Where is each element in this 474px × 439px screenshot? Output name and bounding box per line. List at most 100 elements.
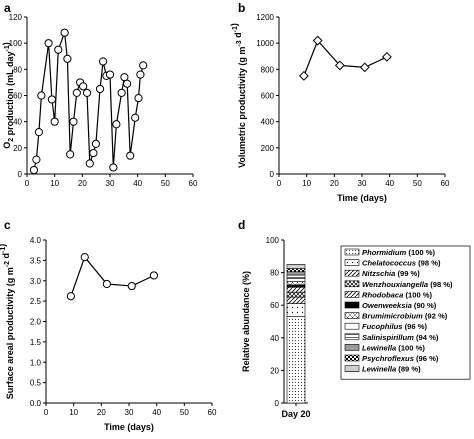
panel-c-point [102,279,111,289]
panel-d-legend-label: Chelatococcus (98 %) [362,259,441,268]
panel-c-point [149,271,158,280]
panel-d-bar-segment [286,271,306,276]
panel-d-legend-swatch [344,301,360,309]
panel-a-point [117,88,126,97]
panel-a-ytick-label: 0 [18,170,23,179]
panel-b-xtick-label: 30 [358,179,367,188]
panel-b-xtick-label: 10 [302,179,311,188]
panel-b-xtick-label: 20 [330,179,339,188]
panel-letter-a: a [4,1,11,15]
panel-d-legend-label: Lewinella (89 %) [362,365,421,374]
panel-d-bar-segment [286,274,306,279]
panel-d-legend-swatch [344,291,360,298]
panel-d-legend-swatch [344,344,360,351]
panel-d-chart: 0 20 40 60 80 100 Relative abundance (%) Day 20… [241,236,471,419]
panel-c-ytick-label: 1.5 [30,338,42,347]
panel-a-point [109,163,118,172]
panel-a-point [139,61,148,70]
panel-a-point [98,57,108,66]
panel-d-legend-label: Brumimicrobium (92 %) [362,312,448,321]
panel-b-xtick-label: 0 [277,179,282,188]
panel-a-point [29,165,39,175]
panel-d-bar-segment [286,291,306,298]
panel-b-ytick-label: 1000 [256,39,274,48]
panel-d-ytick-label: 80 [270,269,279,278]
panel-a-point [32,155,41,164]
panel-d-legend-swatch [344,280,360,288]
panel-b-ytick-label: 200 [261,144,275,153]
panel-c-series-line [70,255,155,297]
panel-d-bar-segment [286,316,306,404]
panel-d-legend-label: Phormidium (100 %) [362,248,435,257]
panel-c-point [127,281,136,291]
panel-letter-b: b [238,1,245,15]
panel-d-bar-segment [286,284,306,288]
panel-a-xtick-label: 20 [78,179,87,188]
panel-d-legend-swatch [344,354,360,362]
panel-d-legend-swatch [344,322,360,330]
panel-b-ytick-label: 1200 [256,13,274,22]
panel-d-legend-swatch [344,333,360,341]
panel-b-point [359,62,370,73]
panel-a-point [66,150,75,159]
panel-b-chart: 0 200 400 600 800 1000 1200 0 10 20 30 40 50 60 Volume… [229,13,450,203]
panel-c-point [66,292,76,301]
panel-d-legend-swatch [344,312,360,319]
panel-a-ytick-label: 120 [9,13,23,22]
panel-d-legend-label: Lewinella (100 %) [362,343,425,352]
panel-a-ytick-label: 40 [13,118,22,127]
panel-a-ytick-label: 20 [13,144,22,153]
panel-b-ytick-label: 800 [261,65,275,74]
panel-a-xtick-label: 10 [50,179,59,188]
panel-a-point [112,120,121,129]
panel-a-point [89,148,98,158]
panel-c-point [80,253,89,262]
panel-b-point [312,35,323,46]
panel-d-legend-label: Psychroflexus (96 %) [362,354,439,363]
panel-c-ytick-label: 2.5 [30,297,42,306]
panel-d-bar-segment [286,286,306,293]
panel-a-point [91,139,100,149]
panel-d-legend-frame [340,245,471,380]
panel-d-ytick-label: 100 [266,236,280,245]
panel-b-ytick-label: 0 [270,170,275,179]
panel-a-point [95,84,105,94]
panel-d-category-label: Day 20 [281,409,310,419]
panel-c-ytick-label: 1.0 [30,358,42,367]
panel-c-xtick-label: 30 [125,408,134,417]
panel-a-point [34,128,43,137]
panel-d-legend-label: Wenzhouxiangella (98 %) [362,280,453,289]
panel-a-ytick-label: 60 [13,92,22,101]
panel-a-ytick-label: 100 [9,39,23,48]
panel-c-xtick-label: 60 [208,408,217,417]
panel-a-point [69,117,78,126]
panel-a-xtick-label: 50 [161,179,170,188]
panel-a-point [123,79,132,88]
panel-a-ylabel: O2 production (mL day-1) [1,42,15,149]
panel-b-ytick-label: 600 [261,92,275,101]
panel-a-point [60,28,69,37]
panel-d-bar-segment [286,278,306,282]
panel-a-point [63,54,72,63]
panel-a-point [54,45,63,54]
panel-a-point [131,113,140,122]
panel-d-bar-segment [286,268,306,273]
panel-b-ylabel: Volumetric productivity (g m-3 d-1) [229,23,247,168]
panel-d-legend-swatch [344,365,360,372]
panel-c-ytick-label: 3.0 [30,277,42,286]
panel-d-legend-swatch [344,269,360,277]
panel-c-xtick-label: 0 [44,408,49,417]
panel-d-ytick-label: 60 [270,301,279,310]
panel-d-legend-label: Nitzschia (99 %) [362,269,420,278]
panel-a-point [37,91,46,100]
panel-c-ytick-label: 0.5 [30,379,42,388]
panel-c-xtick-label: 40 [152,408,161,417]
panel-b-series-line [303,39,388,77]
panel-a-point [50,117,59,126]
panel-d-ytick-label: 20 [270,366,279,375]
panel-d-ylabel: Relative abundance (%) [241,271,251,372]
panel-d-legend-swatch [344,248,360,256]
panel-b-point [298,70,309,81]
